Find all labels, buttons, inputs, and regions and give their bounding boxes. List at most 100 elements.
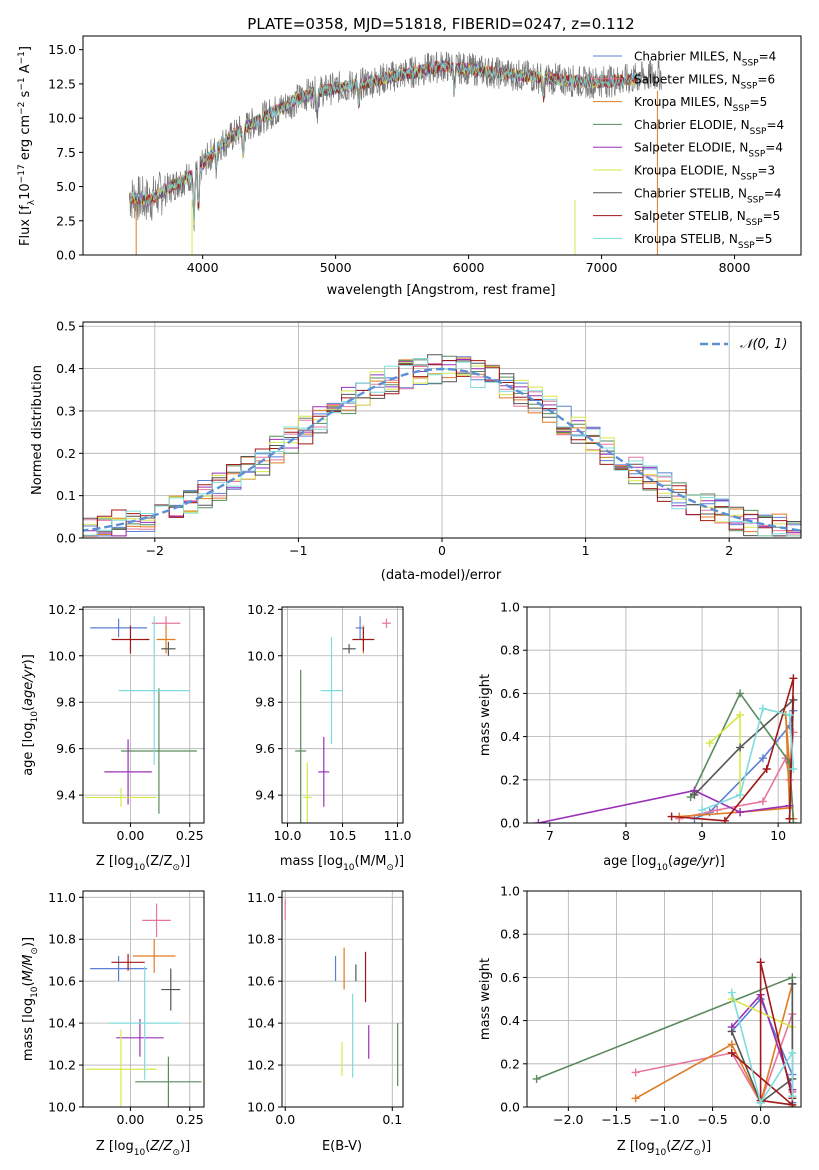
y-axis-label-mass-part: 10 bbox=[30, 986, 40, 998]
plot-area bbox=[85, 903, 202, 1107]
y-tick-label: 0.3 bbox=[56, 403, 76, 418]
x-axis-label-Z-weight-part: 10 bbox=[655, 1148, 667, 1158]
axes-age_vs_mass: 10.0 10.5 11.0 9.4 9.6 9.8 10.0 10.2 bbox=[247, 602, 411, 843]
errorbar-salpeter_elodie bbox=[116, 1018, 164, 1057]
series-marker bbox=[758, 704, 767, 713]
y-tick-label: 9.4 bbox=[56, 788, 76, 803]
x-tick-label: 7 bbox=[546, 828, 554, 843]
series-marker bbox=[736, 711, 745, 719]
x-tick-label: −1.5 bbox=[601, 1112, 631, 1127]
grid-lines bbox=[527, 606, 801, 824]
y-tick-label: 0.6 bbox=[500, 686, 520, 701]
x-tick-label: 6000 bbox=[453, 260, 485, 275]
y-tick-label: 0.0 bbox=[56, 248, 76, 263]
series-marker bbox=[736, 790, 745, 799]
x-axis-label-mass-part: ⊙ bbox=[386, 863, 394, 873]
legend-label-kroupa_elodie-part: SSP bbox=[741, 173, 758, 183]
legend-label-chabrier_stelib-part: =4 bbox=[764, 186, 782, 200]
series-marker bbox=[758, 797, 767, 806]
legend-label-salpeter_stelib-part: =5 bbox=[763, 209, 781, 223]
x-axis-label-Z-weight-part: )] bbox=[701, 1139, 711, 1154]
y-axis-label-part: −17 bbox=[17, 164, 27, 183]
series-marker bbox=[789, 674, 798, 683]
legend-label-salpeter_miles-part: Salpeter MILES, N bbox=[634, 72, 741, 86]
series-line bbox=[679, 714, 795, 819]
x-tick-label: 0.25 bbox=[176, 828, 204, 843]
y-axis-label-mass-part: ⊙ bbox=[30, 947, 40, 955]
series-marker bbox=[736, 743, 745, 752]
y-tick-label: 10.2 bbox=[48, 1058, 76, 1073]
series-marker bbox=[788, 1092, 797, 1101]
x-tick-label: 7000 bbox=[586, 260, 618, 275]
x-tick-label: −1.0 bbox=[649, 1112, 679, 1127]
legend-label-chabrier_elodie-part: SSP bbox=[750, 127, 767, 137]
errorbar-chabrier_stelib bbox=[161, 641, 176, 656]
legend-label-salpeter_stelib-part: SSP bbox=[746, 218, 763, 228]
y-axis-label: Flux [fλ10−17 erg cm−2 s−1 A−1] bbox=[17, 46, 37, 246]
histogram-kroupa_stelib bbox=[83, 358, 801, 537]
x-tick-label: 11.0 bbox=[384, 828, 412, 843]
series-line bbox=[689, 691, 795, 823]
y-tick-label: 9.4 bbox=[255, 788, 275, 803]
y-tick-label: 12.5 bbox=[48, 76, 76, 91]
axes-frame bbox=[82, 606, 205, 824]
plot-area bbox=[295, 616, 391, 823]
series-marker bbox=[727, 1049, 736, 1057]
grid-lines bbox=[83, 891, 204, 1108]
series-line bbox=[731, 993, 794, 1090]
x-axis-label-mass-part: mass [log bbox=[280, 854, 343, 869]
x-tick-label: −0.5 bbox=[697, 1112, 727, 1127]
x-axis-label-Z-part: Z [log bbox=[96, 854, 134, 869]
legend-label-chabrier_elodie: Chabrier ELODIE, NSSP=4 bbox=[634, 118, 784, 137]
model-spectrum-kroupa_stelib bbox=[129, 60, 642, 222]
axes-frame bbox=[82, 890, 205, 1108]
y-axis-label-part: ] bbox=[18, 46, 33, 51]
y-axis-label-part: −2 bbox=[17, 102, 27, 115]
x-tick-label: 0.0 bbox=[275, 1112, 295, 1127]
legend-label-salpeter_elodie-part: SSP bbox=[748, 150, 765, 160]
x-axis-label-Z-bottom-part: Z [log bbox=[96, 1139, 134, 1154]
legend-label-chabrier_stelib-part: Chabrier STELIB, N bbox=[634, 186, 747, 200]
y-tick-label: 11.0 bbox=[48, 890, 76, 905]
x-tick-label: 8000 bbox=[719, 260, 751, 275]
series-line bbox=[671, 678, 795, 822]
x-axis-label-Z-bottom-part: ( bbox=[145, 1139, 150, 1154]
y-tick-label: 10.0 bbox=[48, 1100, 76, 1115]
plot-area bbox=[85, 616, 197, 814]
x-tick-label: 8 bbox=[622, 828, 630, 843]
y-tick-label: 10.6 bbox=[247, 974, 275, 989]
legend-label-salpeter_elodie: Salpeter ELODIE, NSSP=4 bbox=[634, 141, 783, 160]
series-marker bbox=[631, 1068, 640, 1077]
plot-area bbox=[534, 674, 798, 823]
series-marker bbox=[762, 765, 771, 773]
x-axis-label-Z-bottom-part: )] bbox=[180, 1139, 190, 1154]
series-marker bbox=[727, 1040, 736, 1049]
errorbar-kroupa_stelib bbox=[118, 616, 190, 765]
x-axis-label-mass: mass [log10(M/M⊙)] bbox=[280, 854, 404, 873]
x-axis-label-Z-bottom-part: 10 bbox=[134, 1148, 146, 1158]
axes-mass_vs_Z: 0.00 0.25 10.0 10.2 10.4 10.6 10.8 11.0 bbox=[48, 890, 205, 1127]
errorbar-salpeter_stelib bbox=[352, 627, 375, 652]
y-axis-label-part: Flux [f bbox=[18, 205, 33, 246]
series-marker bbox=[667, 812, 676, 821]
chart-title: PLATE=0358, MJD=51818, FIBERID=0247, z=0… bbox=[247, 15, 634, 33]
y-axis-label-age: age [log10(age/yr)] bbox=[21, 654, 40, 776]
y-tick-label: 0.4 bbox=[500, 1013, 520, 1028]
axes-age_vs_Z: 0.00 0.25 9.4 9.6 9.8 10.0 10.2 bbox=[48, 602, 205, 843]
y-axis-label-mass-part: M/M bbox=[21, 955, 36, 982]
series-salpeter_stelib bbox=[667, 674, 798, 823]
legend-label-kroupa_miles-part: Kroupa MILES, N bbox=[634, 95, 733, 109]
series-marker bbox=[690, 790, 699, 799]
y-tick-label: 10.4 bbox=[247, 1016, 275, 1031]
x-axis-label-age: age [log10(age/yr)] bbox=[603, 854, 725, 873]
legend-label-chabrier_miles: Chabrier MILES, NSSP=4 bbox=[634, 50, 776, 69]
x-axis-label-mass-part: )] bbox=[394, 854, 404, 869]
x-axis-label-Z-weight: Z [log10(Z/Z⊙)] bbox=[617, 1139, 711, 1158]
y-tick-label: 0.0 bbox=[500, 1100, 520, 1115]
x-axis-label-Z-bottom: Z [log10(Z/Z⊙)] bbox=[96, 1139, 190, 1158]
series-marker bbox=[727, 988, 736, 997]
legend-label-salpeter_elodie-part: =4 bbox=[765, 141, 783, 155]
series-line bbox=[731, 992, 794, 1105]
errorbar-salpeter_miles bbox=[382, 618, 391, 628]
